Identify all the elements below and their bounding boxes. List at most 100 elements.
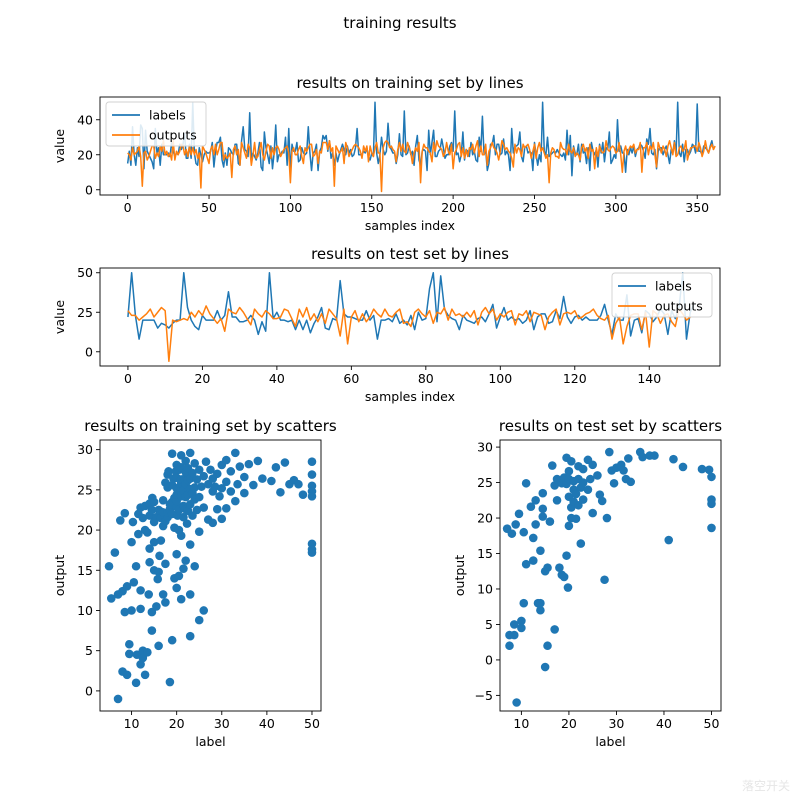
scatter-point [199,606,209,615]
scatter-point [509,620,519,629]
scatter-point [517,616,526,626]
scatter-point [600,575,609,585]
scatter-point [276,487,285,497]
y-tick-label: 25 [477,475,493,490]
y-axis-label: value [52,129,67,163]
scatter-point [678,462,688,472]
scatter-point [110,548,120,557]
scatter-point [145,544,154,553]
y-tick-label: 20 [77,523,93,538]
y-tick-label: 0 [85,182,93,197]
figure-title: training results [343,14,456,32]
scatter-point [638,452,647,462]
plot-area [502,447,716,707]
scatter-point [574,500,583,510]
scatter-point [156,536,166,545]
subplot-test-lines: 0 20 40 60 80 100 120 140 0 25 50 results on test s… [52,245,721,404]
scatter-point [233,479,242,489]
scatter-point [172,549,181,559]
scatter-point [571,489,581,499]
scatter-point [212,504,222,514]
scatter-point [215,491,224,501]
subplot-train-scatter: 10 20 30 40 50 0 5 10 15 20 25 30 results on trainin… [52,417,337,749]
scatter-point [571,514,581,524]
scatter-point [176,531,186,540]
x-tick-label: 30 [608,716,624,731]
scatter-point [199,503,209,512]
x-tick-label: 30 [214,716,230,731]
subplot-title: results on test set by scatters [499,417,722,435]
scatter-point [194,465,204,475]
scatter-point [244,459,254,469]
scatter-point [138,513,148,523]
scatter-point [167,449,177,458]
scatter-point [104,561,114,571]
scatter-point [231,448,240,458]
scatter-point [188,468,197,478]
scatter-point [307,548,317,557]
scatter-point [129,578,139,587]
scatter-point [167,635,177,645]
legend-label-labels: labels [655,279,692,294]
scatter-point [145,557,154,567]
y-tick-label: 25 [77,305,93,320]
series-line-outputs [127,140,716,193]
scatter-point [201,457,211,467]
x-tick-label: 40 [269,371,285,386]
x-tick-label: 20 [561,716,577,731]
scatter-point [307,470,317,479]
scatter-point [176,594,186,604]
scatter-point [158,590,168,599]
scatter-point [307,457,317,467]
y-tick-label: 15 [477,546,493,561]
scatter-point [602,513,612,523]
scatter-point [165,677,175,687]
scatter-point [605,447,614,457]
scatter-point [538,504,548,514]
scatter-point [217,483,227,493]
legend: labels outputs [105,101,207,147]
x-tick-label: 100 [488,371,512,386]
scatter-point [536,546,545,555]
x-tick-label: 200 [441,200,465,215]
y-tick-label: 5 [485,617,493,632]
x-tick-label: 0 [124,371,132,386]
x-axis-label: samples index [365,389,455,404]
y-axis-label: output [52,555,67,596]
subplot-train-lines: 0 50 100 150 200 250 300 350 0 20 40 results on tra… [52,74,721,233]
scatter-point [559,572,569,582]
y-tick-label: 30 [477,440,493,455]
scatter-point [519,598,529,608]
subplot-title: results on training set by lines [296,74,523,92]
scatter-point [280,458,290,467]
scatter-point [161,559,170,569]
x-tick-label: 100 [278,200,302,215]
scatter-point [154,641,163,651]
scatter-point [507,529,517,538]
scatter-point [174,571,184,581]
scatter-point [650,451,659,460]
y-tick-label: 0 [85,344,93,359]
scatter-point [540,662,550,672]
scatter-point [122,670,132,680]
y-tick-label: 0 [85,683,93,698]
scatter-point [199,471,209,481]
scatter-point [609,478,619,488]
scatter-point [185,590,195,599]
scatter-point [221,455,231,465]
x-tick-label: 50 [304,716,320,731]
scatter-point [583,485,593,494]
legend-label-labels: labels [149,108,186,123]
scatter-point [212,469,222,479]
scatter-point [562,551,571,560]
scatter-point [578,478,588,487]
scatter-point [185,448,195,458]
scatter-point [536,605,545,615]
scatter-point [267,476,276,486]
scatter-point [597,496,607,506]
scatter-point [619,466,628,475]
x-tick-label: 120 [563,371,587,386]
watermark: 落空开关 [742,779,790,793]
scatter-point [221,477,231,487]
plot-area [126,101,716,193]
